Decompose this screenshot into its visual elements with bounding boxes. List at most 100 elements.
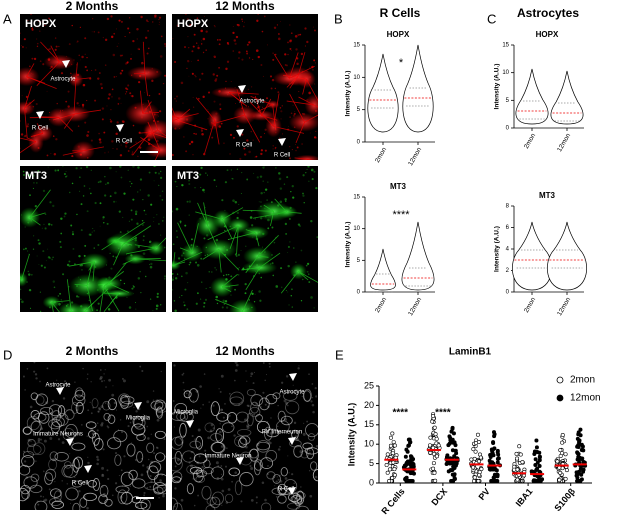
arrowhead: [186, 420, 194, 428]
speckle: [114, 482, 118, 485]
speckle: [249, 464, 252, 468]
dot: [473, 441, 478, 446]
speckle: [175, 100, 177, 102]
dot: [449, 478, 454, 483]
nucleus: [224, 493, 234, 503]
speckle: [203, 302, 206, 305]
dot: [408, 478, 413, 483]
process: [24, 108, 28, 139]
dot: [534, 445, 539, 450]
speckle: [135, 308, 137, 310]
speckle: [128, 31, 131, 34]
process: [242, 289, 253, 311]
nucleus: [283, 391, 298, 401]
speckle: [284, 222, 288, 226]
dot: [385, 470, 390, 475]
speckle: [57, 438, 61, 441]
process: [157, 129, 166, 137]
speckle: [240, 192, 242, 194]
speckle: [37, 437, 41, 441]
speckle: [146, 486, 149, 489]
speckle: [308, 373, 310, 376]
x-tick-label: 2mon: [523, 296, 537, 314]
speckle: [109, 166, 112, 170]
dot: [388, 443, 393, 448]
speckle: [152, 399, 155, 401]
speckle: [195, 302, 198, 305]
speckle: [313, 307, 315, 309]
speckle: [304, 27, 307, 30]
speckle: [220, 452, 223, 455]
speckle: [129, 92, 132, 95]
speckle: [243, 147, 246, 150]
process: [24, 85, 32, 109]
speckle: [227, 488, 231, 491]
y-tick-label: 10: [364, 439, 374, 449]
dot: [430, 419, 435, 424]
speckle: [191, 435, 194, 438]
speckle: [20, 120, 21, 122]
speckle: [305, 171, 307, 174]
speckle: [244, 153, 247, 156]
speckle: [86, 506, 89, 510]
speckle: [98, 138, 102, 141]
speckle: [28, 273, 31, 276]
speckle: [164, 74, 166, 77]
speckle: [142, 239, 145, 242]
speckle: [133, 406, 135, 409]
speckle: [262, 391, 265, 394]
y-tick-label: 6: [506, 225, 510, 231]
nucleus: [211, 491, 224, 506]
nucleus: [201, 485, 212, 500]
speckle: [289, 39, 293, 42]
dot: [450, 448, 455, 453]
speckle: [228, 274, 230, 276]
speckle: [145, 275, 147, 278]
speckle: [273, 241, 276, 244]
speckle: [288, 304, 290, 306]
speckle: [200, 129, 204, 132]
speckle: [49, 47, 52, 50]
speckle: [250, 467, 254, 470]
speckle: [86, 134, 89, 137]
speckle: [92, 18, 94, 20]
speckle: [159, 304, 162, 306]
speckle: [316, 236, 318, 238]
speckle: [37, 503, 40, 506]
speckle: [248, 41, 251, 44]
cell: [142, 119, 166, 141]
speckle: [287, 53, 289, 56]
column-title: 2 Months: [66, 344, 119, 358]
dot: [577, 478, 582, 483]
speckle: [115, 201, 117, 203]
speckle: [205, 207, 207, 209]
speckle: [84, 37, 87, 40]
x-tick-label: 12mon: [556, 132, 572, 153]
speckle: [142, 436, 145, 438]
speckle: [226, 169, 229, 172]
speckle: [179, 222, 182, 224]
speckle: [213, 179, 216, 182]
dot: [514, 451, 519, 456]
speckle: [274, 167, 277, 169]
speckle: [291, 306, 293, 308]
nucleus: [128, 469, 138, 480]
speckle: [122, 120, 125, 124]
speckle: [218, 66, 221, 69]
speckle: [267, 181, 269, 183]
process: [218, 249, 222, 273]
speckle: [52, 256, 54, 258]
nucleus: [275, 420, 290, 434]
speckle: [126, 230, 129, 233]
speckle: [234, 362, 238, 364]
speckle: [94, 201, 97, 205]
speckle: [314, 62, 316, 64]
nucleus: [266, 471, 276, 480]
violin: [550, 70, 584, 125]
speckle: [183, 136, 185, 138]
nucleus: [38, 411, 50, 424]
speckle: [35, 102, 38, 106]
nucleus: [50, 421, 61, 434]
speckle: [264, 188, 268, 191]
dot: [471, 465, 476, 470]
